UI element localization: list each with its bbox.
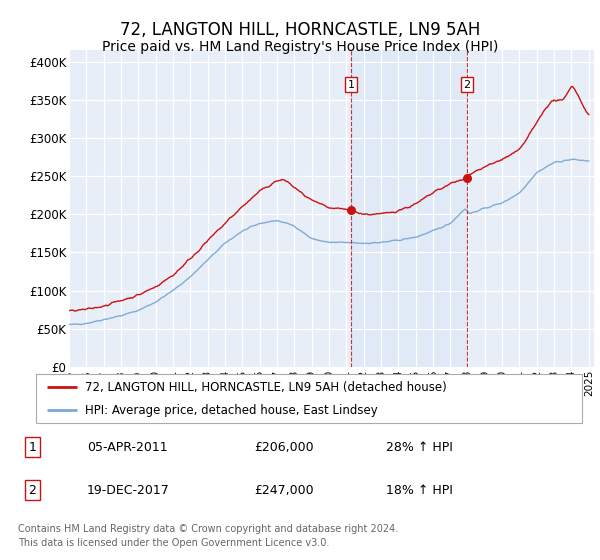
Text: Price paid vs. HM Land Registry's House Price Index (HPI): Price paid vs. HM Land Registry's House …: [102, 40, 498, 54]
Text: 72, LANGTON HILL, HORNCASTLE, LN9 5AH: 72, LANGTON HILL, HORNCASTLE, LN9 5AH: [120, 21, 480, 39]
Text: 18% ↑ HPI: 18% ↑ HPI: [386, 484, 453, 497]
Text: 05-APR-2011: 05-APR-2011: [87, 441, 167, 454]
Text: 1: 1: [28, 441, 36, 454]
Text: 2: 2: [28, 484, 36, 497]
Text: £247,000: £247,000: [254, 484, 314, 497]
Text: 72, LANGTON HILL, HORNCASTLE, LN9 5AH (detached house): 72, LANGTON HILL, HORNCASTLE, LN9 5AH (d…: [85, 381, 447, 394]
Text: 19-DEC-2017: 19-DEC-2017: [87, 484, 170, 497]
Text: 2: 2: [463, 80, 470, 90]
Text: HPI: Average price, detached house, East Lindsey: HPI: Average price, detached house, East…: [85, 404, 378, 417]
Text: £206,000: £206,000: [254, 441, 314, 454]
FancyBboxPatch shape: [36, 374, 582, 423]
Text: 28% ↑ HPI: 28% ↑ HPI: [386, 441, 453, 454]
Bar: [351, 50, 467, 367]
Text: 1: 1: [347, 80, 355, 90]
Text: Contains HM Land Registry data © Crown copyright and database right 2024.
This d: Contains HM Land Registry data © Crown c…: [18, 524, 398, 548]
